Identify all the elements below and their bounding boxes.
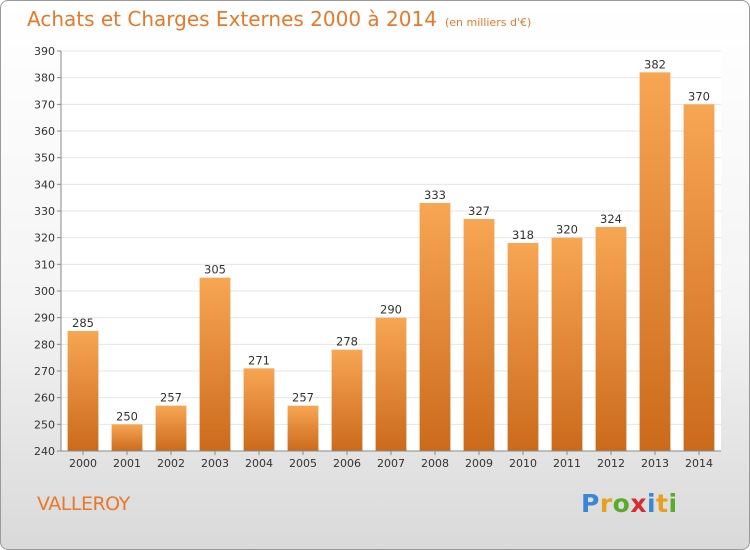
y-tick-label: 360: [34, 125, 55, 138]
value-label-2005: 257: [292, 391, 314, 405]
y-tick-label: 370: [34, 98, 55, 111]
value-label-2001: 250: [116, 409, 138, 423]
logo-letter: x: [630, 489, 647, 518]
y-tick-label: 390: [34, 45, 55, 58]
bar-2002: [155, 405, 187, 451]
logo-letter: P: [581, 489, 600, 518]
x-tick-label-2014: 2014: [685, 457, 713, 470]
x-tick-label-2007: 2007: [377, 457, 405, 470]
commune-name: VALLEROY: [37, 493, 130, 515]
proxiti-logo: Proxiti: [581, 489, 678, 518]
y-tick-label: 320: [34, 232, 55, 245]
bar-2007: [375, 317, 407, 451]
x-axis-ticks: 2000 2001 2002 2003 2004 2005 2006 2007 2008 2009…: [69, 451, 713, 470]
x-tick-label-2012: 2012: [597, 457, 625, 470]
bar-2003: [199, 277, 231, 451]
x-tick-label-2009: 2009: [465, 457, 493, 470]
y-tick-label: 340: [34, 178, 55, 191]
value-label-2012: 324: [600, 212, 622, 226]
x-tick-label-2004: 2004: [245, 457, 273, 470]
y-tick-label: 260: [34, 392, 55, 405]
chart-title: Achats et Charges Externes 2000 à 2014 (e…: [27, 7, 531, 31]
value-label-2010: 318: [512, 228, 534, 242]
value-label-2004: 271: [248, 353, 270, 367]
x-tick-label-2000: 2000: [69, 457, 97, 470]
logo-letter: i: [668, 489, 678, 518]
x-tick-label-2003: 2003: [201, 457, 229, 470]
value-label-2009: 327: [468, 204, 490, 218]
bar-2010: [507, 243, 539, 451]
y-tick-label: 240: [34, 445, 55, 458]
chart-title-text: Achats et Charges Externes 2000 à 2014: [27, 7, 437, 31]
value-label-2000: 285: [72, 316, 94, 330]
bar-2012: [595, 227, 627, 451]
bar-2005: [287, 405, 319, 451]
bar-2013: [639, 72, 671, 451]
bar-2006: [331, 349, 363, 451]
x-tick-label-2005: 2005: [289, 457, 317, 470]
logo-letter: o: [612, 489, 631, 518]
y-tick-label: 310: [34, 258, 55, 271]
bar-2000: [67, 331, 99, 451]
bar-2009: [463, 219, 495, 451]
bar-2008: [419, 203, 451, 451]
chart-unit: (en milliers d'€): [444, 16, 532, 29]
value-label-2007: 290: [380, 303, 402, 317]
value-label-2014: 370: [688, 89, 710, 103]
value-label-2006: 278: [336, 335, 358, 349]
x-tick-label-2013: 2013: [641, 457, 669, 470]
y-tick-label: 290: [34, 312, 55, 325]
bar-2014: [683, 104, 715, 451]
y-tick-label: 330: [34, 205, 55, 218]
y-tick-label: 300: [34, 285, 55, 298]
bar-2011: [551, 237, 583, 451]
value-label-2011: 320: [556, 223, 578, 237]
value-label-2013: 382: [644, 57, 666, 71]
y-tick-label: 380: [34, 72, 55, 85]
x-tick-label-2010: 2010: [509, 457, 537, 470]
bars: 285 250 257 305 271 257 278 290 333 327 318 320 324 3…: [67, 57, 715, 451]
x-tick-label-2011: 2011: [553, 457, 581, 470]
x-tick-label-2006: 2006: [333, 457, 361, 470]
y-tick-label: 250: [34, 418, 55, 431]
x-tick-label-2002: 2002: [157, 457, 185, 470]
logo-letter: r: [599, 489, 613, 518]
y-tick-label: 350: [34, 152, 55, 165]
logo-letter: t: [656, 489, 669, 518]
y-tick-label: 270: [34, 365, 55, 378]
value-label-2008: 333: [424, 188, 446, 202]
y-axis-ticks: 240 250 260 270 280 290 300 310 320 330 340 350 360 3…: [34, 45, 61, 458]
value-label-2003: 305: [204, 263, 226, 277]
bar-2004: [243, 368, 275, 451]
x-tick-label-2008: 2008: [421, 457, 449, 470]
value-label-2002: 257: [160, 391, 182, 405]
x-tick-label-2001: 2001: [113, 457, 141, 470]
logo-letter: i: [647, 489, 657, 518]
y-tick-label: 280: [34, 338, 55, 351]
bar-2001: [111, 424, 143, 451]
